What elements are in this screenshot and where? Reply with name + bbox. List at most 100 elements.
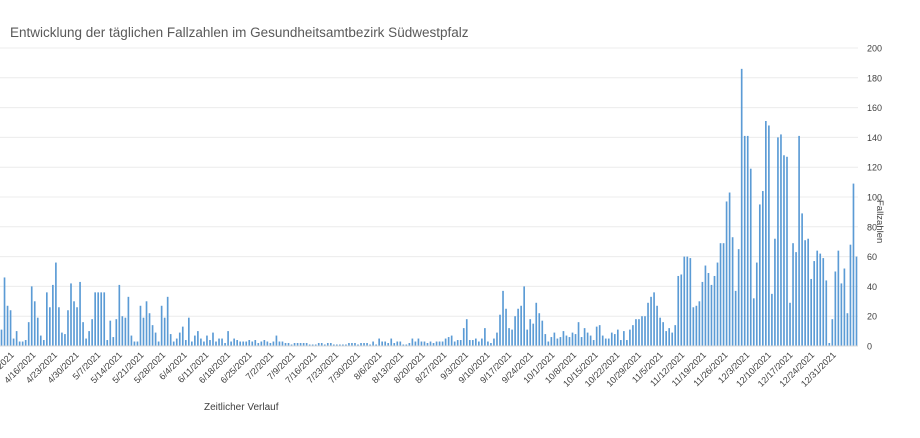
y-tick-label: 60 xyxy=(867,252,877,262)
bar xyxy=(517,308,519,346)
bar xyxy=(314,344,317,346)
y-tick-label: 80 xyxy=(867,222,877,232)
bar xyxy=(375,344,377,346)
bar xyxy=(326,343,329,346)
bar xyxy=(550,337,553,346)
bar xyxy=(771,293,773,346)
bar xyxy=(828,343,831,346)
bar xyxy=(181,326,184,346)
bar xyxy=(559,337,562,346)
bar xyxy=(139,305,142,346)
bar xyxy=(580,337,583,346)
bar xyxy=(689,258,692,346)
bar xyxy=(130,335,133,346)
bar xyxy=(323,344,326,346)
bar xyxy=(816,250,819,346)
bar xyxy=(810,278,812,346)
bar xyxy=(765,121,767,346)
bar xyxy=(336,344,338,346)
y-tick-label: 140 xyxy=(867,133,882,143)
bar xyxy=(109,320,112,346)
bar xyxy=(33,301,36,346)
bar xyxy=(795,252,797,346)
bar xyxy=(574,334,577,346)
bar xyxy=(15,331,18,346)
bar xyxy=(260,341,263,346)
bar xyxy=(571,332,574,346)
bar xyxy=(653,292,655,346)
bar xyxy=(459,340,462,346)
bar xyxy=(218,338,220,346)
bar xyxy=(64,334,66,346)
bar xyxy=(36,317,39,346)
bar xyxy=(644,316,646,346)
bar xyxy=(127,296,130,346)
bar xyxy=(369,344,371,346)
bar xyxy=(0,329,3,346)
bar xyxy=(852,183,855,346)
bar xyxy=(671,332,674,346)
bar xyxy=(163,317,166,346)
bar xyxy=(203,341,205,346)
bar xyxy=(804,240,806,346)
bar xyxy=(85,338,87,346)
bar xyxy=(215,341,217,346)
bar xyxy=(725,201,728,346)
bar xyxy=(695,305,698,346)
bar xyxy=(24,340,27,346)
bar xyxy=(133,341,136,346)
bar xyxy=(825,280,828,346)
bar xyxy=(620,340,622,346)
bar xyxy=(390,338,393,346)
bar xyxy=(399,341,402,346)
bar xyxy=(224,343,226,346)
bar xyxy=(792,243,794,346)
bar xyxy=(290,344,293,346)
bar xyxy=(420,341,423,346)
bar xyxy=(88,331,90,346)
bar xyxy=(601,335,604,346)
bar xyxy=(251,341,254,346)
bar xyxy=(783,155,785,346)
bar xyxy=(423,341,426,346)
bar xyxy=(414,341,417,346)
bar xyxy=(311,344,314,346)
bar xyxy=(9,310,12,346)
bar xyxy=(752,298,755,346)
bar xyxy=(46,292,48,346)
y-axis: 0 20 40 60 80 100 120 140 160 180 200 xyxy=(867,44,882,352)
bar xyxy=(635,319,637,346)
bar xyxy=(387,343,390,346)
bar xyxy=(242,341,245,346)
bar xyxy=(160,305,163,346)
bar xyxy=(604,338,607,346)
bar xyxy=(623,331,625,346)
bar xyxy=(197,331,199,346)
bar xyxy=(568,337,571,346)
bar xyxy=(408,343,411,346)
bar xyxy=(233,338,235,346)
bar xyxy=(668,328,671,346)
bar xyxy=(106,340,109,346)
bar xyxy=(683,256,686,346)
bars xyxy=(0,68,858,347)
bar xyxy=(254,340,257,346)
bar xyxy=(299,343,302,346)
bar xyxy=(843,268,846,346)
bar xyxy=(613,334,616,346)
bar xyxy=(798,135,800,346)
bar xyxy=(263,340,266,346)
bar xyxy=(329,343,332,346)
bar xyxy=(236,340,238,346)
bar xyxy=(641,316,643,346)
bar xyxy=(405,344,408,346)
bar xyxy=(175,338,178,346)
bar xyxy=(426,343,429,346)
bar xyxy=(547,341,550,346)
bar xyxy=(381,341,383,346)
bar xyxy=(194,335,196,346)
bar xyxy=(746,135,749,346)
bar xyxy=(632,325,634,346)
